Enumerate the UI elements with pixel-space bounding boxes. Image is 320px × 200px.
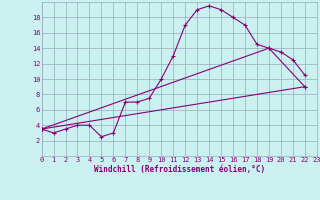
X-axis label: Windchill (Refroidissement éolien,°C): Windchill (Refroidissement éolien,°C) — [94, 165, 265, 174]
